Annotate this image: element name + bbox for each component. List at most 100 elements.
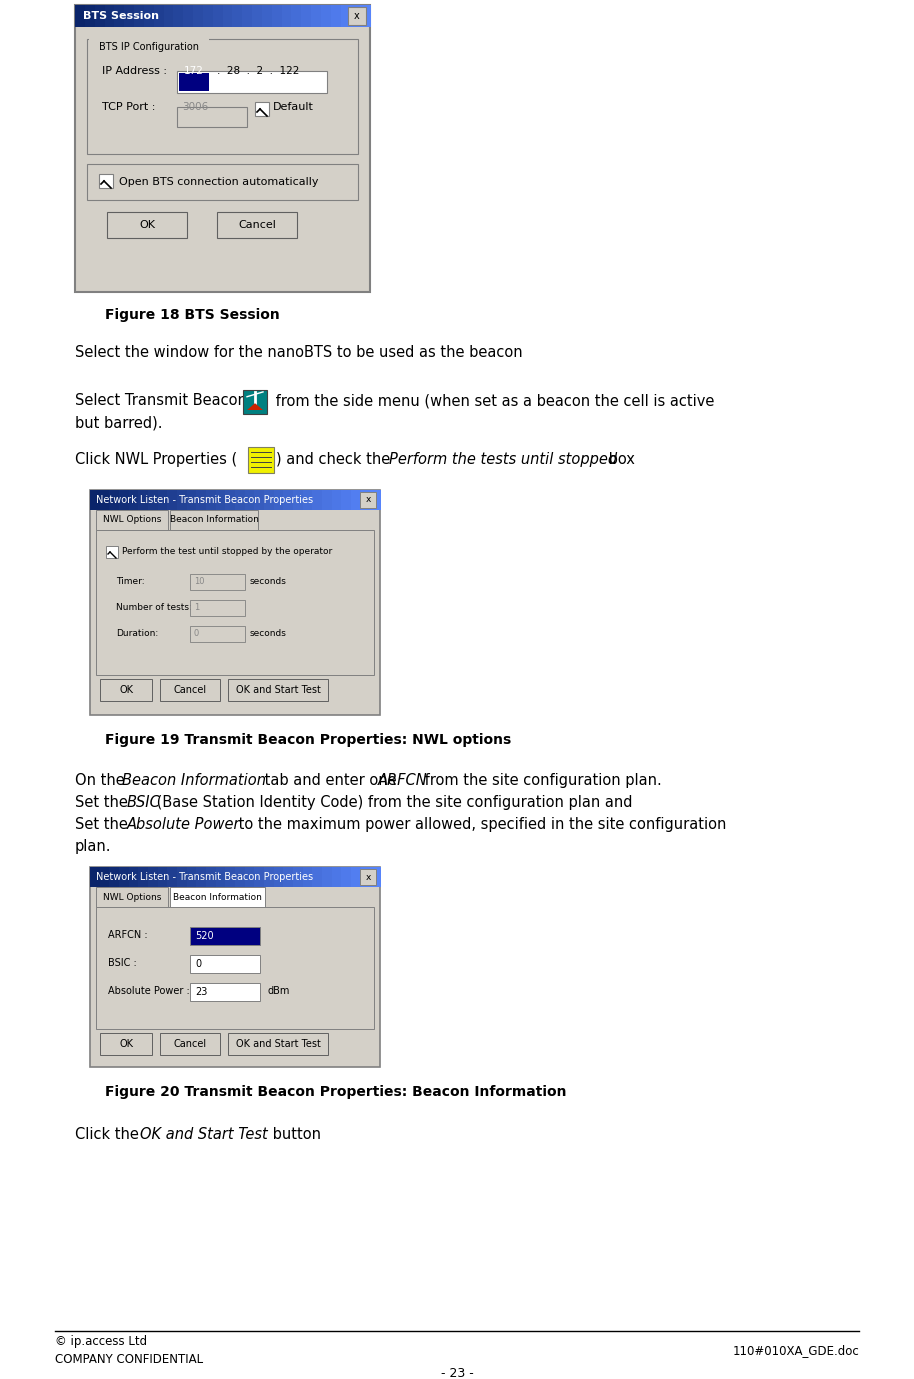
Text: Timer:: Timer: [116, 578, 144, 586]
Bar [154, 6, 165, 28]
Bar [148, 867, 159, 887]
Bar [96, 907, 374, 1029]
Text: Figure 18 BTS Session: Figure 18 BTS Session [105, 308, 280, 323]
Bar [303, 867, 314, 887]
Text: Click the: Click the [75, 1127, 143, 1142]
Bar [186, 867, 197, 887]
Bar [190, 626, 245, 643]
Text: IP Address :: IP Address : [102, 66, 167, 76]
Bar [114, 6, 125, 28]
Bar [100, 1033, 152, 1055]
Text: OK: OK [119, 1038, 133, 1049]
Bar [235, 867, 246, 887]
Text: Set the: Set the [75, 796, 133, 809]
Bar [170, 887, 265, 907]
Bar [282, 6, 292, 28]
Text: but barred).: but barred). [75, 415, 163, 430]
Bar [100, 678, 152, 701]
Text: 1: 1 [194, 604, 199, 612]
Bar [203, 6, 214, 28]
Text: OK and Start Test: OK and Start Test [140, 1127, 268, 1142]
Bar [292, 6, 303, 28]
Bar [332, 867, 343, 887]
Bar [332, 490, 343, 510]
Bar [119, 867, 130, 887]
Bar [303, 490, 314, 510]
Bar [360, 6, 371, 28]
Bar [87, 39, 358, 154]
Text: x: x [354, 11, 360, 21]
Text: © ip.access Ltd: © ip.access Ltd [55, 1335, 147, 1349]
Text: NWL Options: NWL Options [102, 892, 161, 902]
Text: TCP Port :: TCP Port : [102, 102, 155, 112]
Text: Cancel: Cancel [174, 685, 207, 695]
Bar [177, 70, 327, 92]
Bar [271, 6, 282, 28]
Text: to the maximum power allowed, specified in the site configuration: to the maximum power allowed, specified … [234, 816, 727, 832]
Bar [351, 867, 362, 887]
Text: Set the: Set the [75, 816, 133, 832]
Bar [190, 927, 260, 945]
Bar [75, 6, 370, 292]
Bar [361, 490, 371, 510]
Bar [197, 490, 207, 510]
Bar [96, 530, 374, 674]
Bar [322, 867, 333, 887]
Text: Open BTS connection automatically: Open BTS connection automatically [119, 177, 318, 188]
Bar [235, 490, 246, 510]
Bar [217, 212, 297, 239]
Bar [174, 6, 184, 28]
Bar [85, 6, 96, 28]
Text: 10: 10 [194, 578, 205, 586]
Bar [242, 6, 253, 28]
Bar [148, 490, 159, 510]
Text: Select the window for the nanoBTS to be used as the beacon: Select the window for the nanoBTS to be … [75, 345, 523, 360]
Bar [254, 867, 265, 887]
Bar [190, 983, 260, 1001]
Text: Absolute Power :: Absolute Power : [108, 986, 190, 996]
Bar [313, 867, 323, 887]
Bar [313, 490, 323, 510]
Text: ARFCN: ARFCN [378, 774, 428, 787]
Bar [264, 490, 275, 510]
Bar [216, 490, 227, 510]
Text: seconds: seconds [250, 578, 287, 586]
Text: - 23 -: - 23 - [441, 1367, 473, 1379]
Text: Click NWL Properties (: Click NWL Properties ( [75, 452, 238, 467]
Bar [222, 6, 233, 28]
Bar [321, 6, 332, 28]
Text: OK and Start Test: OK and Start Test [236, 1038, 321, 1049]
Bar [87, 164, 358, 200]
Bar [206, 867, 217, 887]
Bar [245, 867, 255, 887]
Text: x: x [366, 873, 371, 881]
Bar [341, 867, 352, 887]
Text: OK and Start Test: OK and Start Test [236, 685, 321, 695]
Bar [190, 600, 245, 616]
Bar [119, 490, 130, 510]
Text: ) and check the: ) and check the [276, 452, 395, 467]
Text: from the side menu (when set as a beacon the cell is active: from the side menu (when set as a beacon… [271, 393, 715, 408]
Bar [361, 867, 371, 887]
Text: Absolute Power: Absolute Power [127, 816, 240, 832]
Text: .  28  .  2  .  122: . 28 . 2 . 122 [217, 66, 300, 76]
Text: Beacon Information: Beacon Information [122, 774, 266, 787]
Bar [190, 574, 245, 590]
Text: Default: Default [273, 102, 314, 112]
Text: Perform the test until stopped by the operator: Perform the test until stopped by the op… [122, 547, 333, 557]
Bar [264, 867, 275, 887]
Bar [177, 867, 187, 887]
Bar [213, 6, 224, 28]
Text: OK: OK [139, 221, 155, 230]
Bar [351, 490, 362, 510]
Text: (Base Station Identity Code) from the site configuration plan and: (Base Station Identity Code) from the si… [152, 796, 632, 809]
Bar [360, 492, 376, 507]
Bar [254, 490, 265, 510]
Text: Cancel: Cancel [238, 221, 276, 230]
Bar [186, 490, 197, 510]
Text: BSIC: BSIC [127, 796, 161, 809]
Text: 0: 0 [195, 958, 201, 969]
Bar [90, 490, 101, 510]
Text: tab and enter one: tab and enter one [260, 774, 401, 787]
Text: OK: OK [119, 685, 133, 695]
